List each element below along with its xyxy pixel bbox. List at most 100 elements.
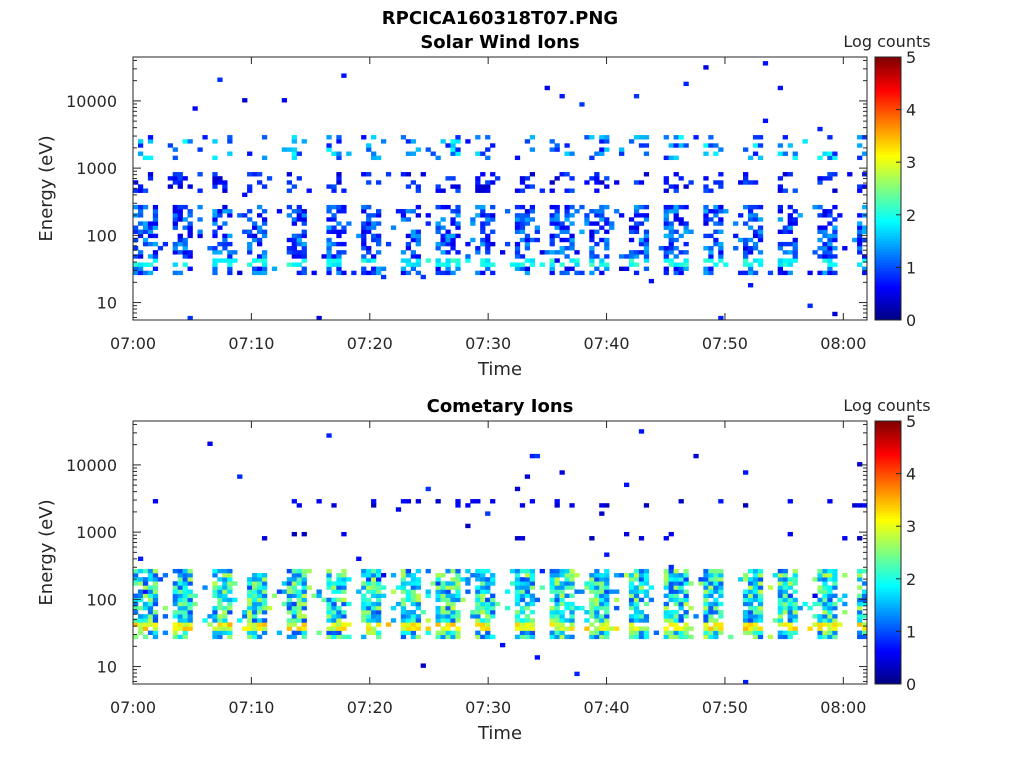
heatmap-cell <box>296 204 302 210</box>
heatmap-cell <box>356 233 362 239</box>
heatmap-cell <box>668 614 674 619</box>
heatmap-cell <box>698 581 704 586</box>
heatmap-cell <box>212 176 218 181</box>
heatmap-cell <box>286 237 292 243</box>
heatmap-cell <box>564 225 570 230</box>
heatmap-cell <box>296 577 302 582</box>
heatmap-cell <box>688 634 694 640</box>
heatmap-cell <box>137 266 144 271</box>
heatmap-cell <box>554 143 560 148</box>
heatmap-cell <box>554 601 560 607</box>
heatmap-cell <box>306 568 312 574</box>
heatmap-cell <box>212 585 218 590</box>
heatmap-cell <box>331 503 337 508</box>
colorbar-segment <box>875 452 901 456</box>
heatmap-cell <box>227 270 233 276</box>
heatmap-cell <box>361 614 367 619</box>
heatmap-cell <box>485 634 491 640</box>
colorbar-segment <box>875 463 901 467</box>
heatmap-cell <box>708 626 714 631</box>
heatmap-cell <box>718 315 724 321</box>
heatmap-cell <box>827 250 833 255</box>
heatmap-cell <box>177 176 183 181</box>
heatmap-cell <box>559 589 565 594</box>
heatmap-cell <box>361 634 367 640</box>
heatmap-cell <box>147 233 154 239</box>
heatmap-cell <box>465 581 471 586</box>
y-tick-label: 1000 <box>76 159 117 178</box>
heatmap-cell <box>450 233 456 239</box>
heatmap-cell <box>847 172 853 177</box>
heatmap-cell <box>678 217 684 222</box>
heatmap-cell <box>450 581 456 586</box>
heatmap-cell <box>455 568 461 574</box>
heatmap-cell <box>792 610 798 615</box>
heatmap-cell <box>554 217 560 222</box>
heatmap-cell <box>331 229 337 234</box>
heatmap-cell <box>470 217 476 222</box>
heatmap-cell <box>296 241 302 247</box>
heatmap-cell <box>752 605 759 611</box>
heatmap-cell <box>504 209 511 214</box>
heatmap-cell <box>475 630 481 635</box>
heatmap-cell <box>708 217 714 222</box>
heatmap-cell <box>817 254 823 259</box>
heatmap-cell <box>529 453 536 459</box>
heatmap-cell <box>326 601 332 607</box>
heatmap-cell <box>455 597 461 603</box>
heatmap-cell <box>604 176 610 181</box>
heatmap-cell <box>495 601 501 607</box>
heatmap-cell <box>455 204 461 210</box>
colorbar-segment <box>875 497 901 501</box>
heatmap-cell <box>757 237 764 243</box>
heatmap-cell <box>822 630 828 635</box>
heatmap-cell <box>747 204 754 210</box>
heatmap-cell <box>187 618 193 623</box>
heatmap-cell <box>470 614 476 619</box>
heatmap-cell <box>752 597 759 603</box>
heatmap-cell <box>217 601 223 607</box>
heatmap-cell <box>415 597 421 603</box>
heatmap-cell <box>490 143 496 148</box>
heatmap-cell <box>827 237 833 243</box>
heatmap-cell <box>817 573 823 578</box>
heatmap-cell <box>182 597 188 603</box>
heatmap-cell <box>222 581 228 586</box>
heatmap-cell <box>222 577 228 582</box>
heatmap-cell <box>678 581 684 586</box>
heatmap-cell <box>137 605 144 611</box>
heatmap-cell <box>777 188 783 193</box>
heatmap-cell <box>142 229 149 234</box>
heatmap-cell <box>202 585 208 590</box>
heatmap-cell <box>678 618 684 623</box>
heatmap-cell <box>703 65 709 70</box>
heatmap-cell <box>252 589 258 594</box>
heatmap-cell <box>599 135 605 140</box>
heatmap-cell <box>817 237 823 243</box>
heatmap-cell <box>832 601 838 607</box>
heatmap-cell <box>405 614 412 619</box>
heatmap-cell <box>708 246 714 251</box>
heatmap-cell <box>777 568 783 574</box>
heatmap-cell <box>619 266 625 271</box>
heatmap-cell <box>296 626 302 631</box>
heatmap-cell <box>301 254 307 259</box>
heatmap-cell <box>400 597 407 603</box>
heatmap-cell <box>420 172 426 177</box>
heatmap-cell <box>638 581 645 586</box>
heatmap-cell <box>247 634 253 640</box>
x-tick-label: 07:40 <box>583 334 629 353</box>
heatmap-cell <box>822 254 828 259</box>
heatmap-cell <box>837 597 843 603</box>
heatmap-cell <box>371 225 377 230</box>
heatmap-cell <box>480 241 486 247</box>
heatmap-cell <box>366 250 372 255</box>
heatmap-cell <box>584 217 590 222</box>
heatmap-cell <box>787 250 793 255</box>
heatmap-cell <box>152 266 159 271</box>
heatmap-cell <box>589 237 595 243</box>
colorbar-segment <box>875 539 901 543</box>
heatmap-cell <box>628 229 635 234</box>
heatmap-cell <box>738 213 744 218</box>
heatmap-cell <box>589 573 595 578</box>
